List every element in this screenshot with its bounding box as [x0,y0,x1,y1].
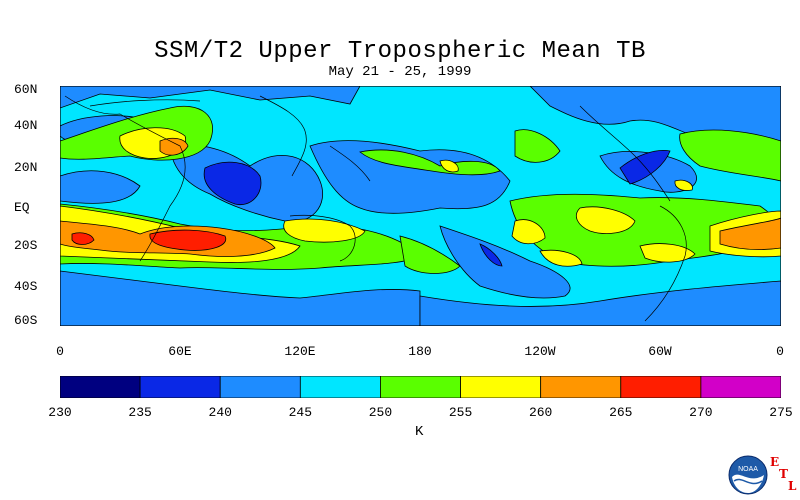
lat-label-20n: 20N [14,160,38,175]
band-265-270 [71,229,227,251]
lon-label-60w: 60W [648,344,672,359]
colorbar-swatch [620,376,702,398]
colorbar-swatch [219,376,301,398]
lon-label-60e: 60E [168,344,192,359]
colorbar-tick-label: 235 [128,405,152,420]
colorbar-tick-label: 230 [48,405,72,420]
colorbar-tick-label: 270 [689,405,713,420]
colorbar-tick-label: 240 [208,405,232,420]
lat-label-20s: 20S [14,238,38,253]
temperature-map [60,86,781,326]
lon-label-120e: 120E [284,344,316,359]
colorbar-swatch [460,376,542,398]
colorbar-tick-label: 255 [448,405,473,420]
lon-label-180: 180 [408,344,432,359]
map-subtitle: May 21 - 25, 1999 [328,64,472,80]
colorbar-swatch [299,376,381,398]
logo-letter-e: E [770,455,780,469]
lat-label-60s: 60S [14,313,38,328]
colorbar-swatch [540,376,622,398]
lat-label-60n: 60N [14,82,38,97]
colorbar-tick-label: 275 [769,405,793,420]
colorbar-tick-label: 245 [288,405,313,420]
logo-letter-t: T [779,467,788,481]
colorbar-unit: K [415,424,424,440]
lon-label-0: 0 [56,344,64,359]
colorbar [60,376,781,398]
lat-label-eq: EQ [14,200,30,215]
colorbar-swatch [139,376,221,398]
lon-label-0-east: 0 [776,344,784,359]
colorbar-swatch [60,376,141,398]
noaa-logo: NOAA [728,455,768,495]
lat-label-40s: 40S [14,279,38,294]
colorbar-swatch [380,376,461,398]
colorbar-tick-label: 250 [368,405,393,420]
colorbar-tick-label: 265 [609,405,633,420]
map-title: SSM/T2 Upper Tropospheric Mean TB [154,38,646,65]
lat-label-40n: 40N [14,118,38,133]
colorbar-swatch [700,376,781,398]
logo-text: NOAA [738,466,758,473]
colorbar-tick-label: 260 [528,405,553,420]
logo-letter-l: L [788,479,797,493]
coastlines [64,95,687,322]
lon-label-120w: 120W [524,344,556,359]
